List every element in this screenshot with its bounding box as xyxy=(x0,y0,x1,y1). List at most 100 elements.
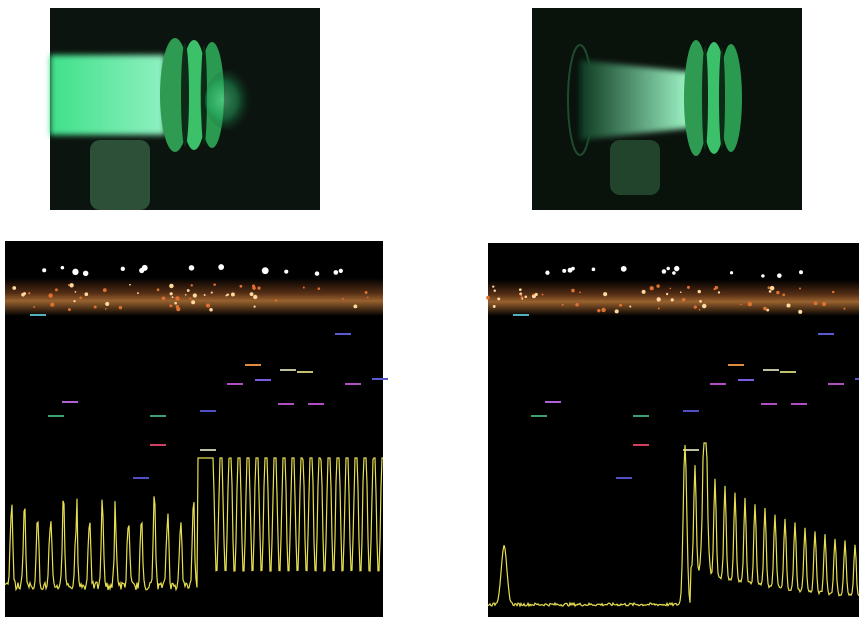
emission-spot xyxy=(211,292,213,294)
emission-spot xyxy=(68,308,71,311)
emission-spot xyxy=(157,288,160,291)
emission-spot xyxy=(493,305,496,308)
emission-spot xyxy=(699,300,702,303)
emission-spot xyxy=(740,304,742,306)
emission-spot xyxy=(571,289,575,293)
emission-spot xyxy=(714,288,716,290)
emission-spot xyxy=(579,291,581,293)
star xyxy=(315,271,320,276)
star xyxy=(339,269,343,273)
emission-spot xyxy=(814,301,818,305)
star xyxy=(284,270,288,274)
emission-spot xyxy=(353,304,357,308)
emission-spot xyxy=(174,302,177,305)
emission-spot xyxy=(250,292,254,296)
emission-spot xyxy=(687,286,690,289)
emission-spot xyxy=(170,292,173,295)
emission-spot xyxy=(75,291,77,293)
emission-spot xyxy=(94,305,97,308)
emission-spot xyxy=(542,294,544,296)
emission-spot xyxy=(493,290,495,292)
emission-spot xyxy=(718,291,720,293)
emission-spot xyxy=(119,306,122,309)
spectrum-left xyxy=(5,241,388,617)
emission-spot xyxy=(615,309,619,313)
emission-spot xyxy=(365,291,368,294)
emission-spot xyxy=(532,294,534,296)
emission-spot xyxy=(562,304,564,306)
emission-spot xyxy=(786,303,790,307)
emission-spot xyxy=(253,305,255,307)
emission-spot xyxy=(137,292,139,294)
emission-spot xyxy=(680,291,682,293)
star xyxy=(121,267,125,271)
emission-spot xyxy=(367,297,369,299)
star xyxy=(218,264,224,270)
emission-spot xyxy=(257,286,260,289)
star xyxy=(61,266,65,270)
emission-spot xyxy=(191,300,195,304)
emission-spot xyxy=(763,307,767,311)
star xyxy=(672,271,676,275)
emission-spot xyxy=(522,298,524,300)
emission-spot xyxy=(769,290,772,293)
emission-spot xyxy=(799,287,801,289)
emission-spot xyxy=(103,288,107,292)
emission-spot xyxy=(776,291,779,294)
emission-spot xyxy=(33,306,35,308)
emission-spot xyxy=(656,284,659,287)
emission-spot xyxy=(12,286,16,290)
emission-spot xyxy=(204,294,206,296)
emission-spot xyxy=(185,294,187,296)
star xyxy=(42,268,46,272)
emission-spot xyxy=(767,286,770,289)
star xyxy=(72,269,78,275)
emission-spot xyxy=(28,292,30,294)
emission-spot xyxy=(252,286,256,290)
emission-spot xyxy=(231,293,235,297)
emission-spot xyxy=(225,295,227,297)
emission-spot xyxy=(650,286,654,290)
emission-spot xyxy=(798,310,802,314)
emission-spot xyxy=(770,286,774,290)
emission-spot xyxy=(187,289,190,292)
star xyxy=(730,271,733,274)
emission-spot xyxy=(658,308,660,310)
emission-spot xyxy=(169,284,174,289)
star xyxy=(262,267,269,274)
emission-spot xyxy=(575,303,579,307)
emission-spot xyxy=(699,309,701,311)
star xyxy=(545,271,549,275)
emission-spot xyxy=(629,306,631,308)
star xyxy=(799,270,803,274)
photo-right xyxy=(532,8,802,210)
emission-spot xyxy=(782,293,785,296)
emission-spot xyxy=(497,297,500,300)
spectrum-right xyxy=(486,243,859,617)
emission-spot xyxy=(73,300,75,302)
emission-spot xyxy=(519,288,522,291)
emission-spot xyxy=(275,299,277,301)
emission-spot xyxy=(486,296,490,300)
emission-spot xyxy=(162,297,166,301)
emission-spot xyxy=(318,287,321,290)
emission-spot xyxy=(702,304,707,309)
emission-spot xyxy=(666,293,668,295)
star xyxy=(571,267,575,271)
emission-spot xyxy=(206,304,210,308)
emission-spot xyxy=(68,284,70,286)
emission-spot xyxy=(535,293,538,296)
star xyxy=(621,266,627,272)
star xyxy=(777,273,782,278)
emission-spot xyxy=(175,296,179,300)
star xyxy=(333,270,338,275)
star xyxy=(562,269,566,273)
emission-spot xyxy=(169,304,172,307)
emission-spot xyxy=(209,308,213,312)
emission-spot xyxy=(669,288,671,290)
star xyxy=(674,266,679,271)
emission-spot xyxy=(23,292,26,295)
emission-spot xyxy=(239,285,242,288)
